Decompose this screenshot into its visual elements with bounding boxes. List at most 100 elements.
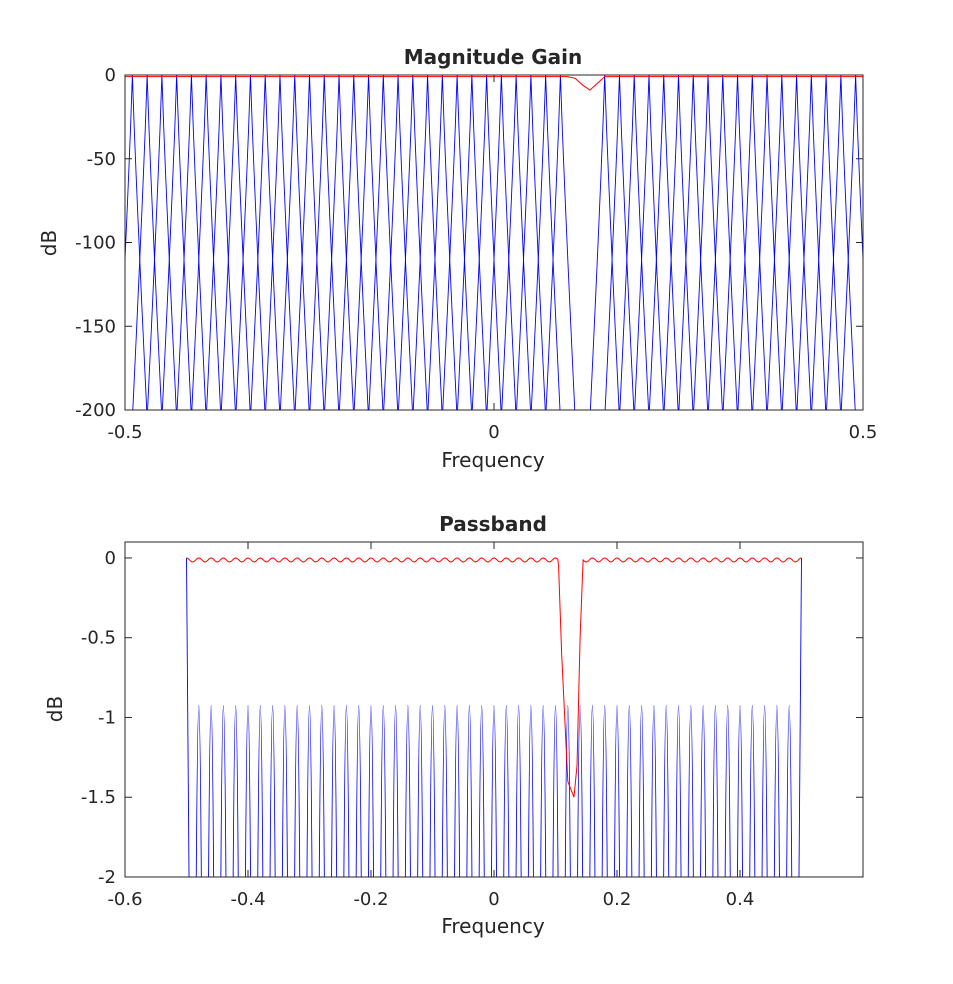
passband-panel: Passband -0.6 -0.4 -0.2 0 0.2 0.40-0.5-1-1.5-… bbox=[43, 512, 864, 938]
series-line bbox=[417, 705, 424, 877]
series-line bbox=[589, 705, 596, 877]
series-line bbox=[250, 75, 281, 410]
series-line bbox=[634, 75, 664, 410]
series-line bbox=[761, 705, 768, 877]
series-line bbox=[601, 705, 608, 877]
series-line bbox=[191, 75, 221, 410]
series-line bbox=[208, 705, 215, 877]
series-line bbox=[786, 705, 793, 877]
y-tick-label: -50 bbox=[87, 149, 116, 170]
x-tick-label: 0 bbox=[488, 422, 499, 443]
series-line bbox=[663, 705, 670, 877]
y-tick-label: -0.5 bbox=[81, 628, 116, 649]
series-line bbox=[235, 75, 266, 410]
series-line bbox=[368, 705, 374, 877]
series-line bbox=[441, 705, 448, 877]
y-tick-label: -150 bbox=[75, 316, 116, 337]
y-axis-label: dB bbox=[37, 230, 61, 256]
series-line bbox=[501, 75, 531, 410]
y-tick-label: 0 bbox=[105, 548, 116, 569]
series-line bbox=[687, 705, 694, 877]
x-axis-label: Frequency bbox=[441, 448, 544, 472]
series-line bbox=[619, 75, 650, 410]
series-line bbox=[265, 75, 295, 410]
series-line bbox=[306, 705, 313, 877]
series-line bbox=[626, 705, 633, 877]
series-line bbox=[429, 705, 436, 877]
series-line bbox=[700, 705, 707, 877]
series-line bbox=[331, 705, 338, 877]
series-line bbox=[515, 705, 522, 877]
axes: -0.5 0 0.5 0 -50 -100 -150 -200 bbox=[75, 65, 877, 443]
series-line bbox=[368, 75, 399, 410]
series-line bbox=[353, 75, 384, 410]
series-line bbox=[147, 75, 177, 410]
series-line bbox=[457, 75, 487, 410]
series-line bbox=[577, 705, 584, 877]
series-line bbox=[195, 705, 202, 877]
x-tick-label: 0 bbox=[488, 889, 499, 910]
magnitude-gain-panel: Magnitude Gain -0.5 0 0.50-50-100-150-200 … bbox=[37, 45, 877, 472]
series-line bbox=[398, 75, 428, 410]
series-line bbox=[564, 705, 571, 877]
series-line bbox=[392, 705, 399, 877]
series-line bbox=[767, 75, 797, 410]
x-tick-label: 0.5 bbox=[849, 422, 878, 443]
series-line bbox=[678, 75, 709, 410]
y-tick-label: -1 bbox=[98, 707, 116, 728]
series-line bbox=[722, 75, 753, 410]
series-line bbox=[737, 705, 743, 877]
series-line bbox=[796, 75, 827, 410]
series-line bbox=[232, 705, 239, 877]
axes: -0.6 -0.4 -0.2 0 0.2 0.4 0 -0.5 -1 -1.5 -2 bbox=[81, 541, 864, 910]
series-line bbox=[486, 75, 517, 410]
chart-title: Passband bbox=[439, 512, 547, 536]
series-line bbox=[269, 705, 276, 877]
series-line bbox=[724, 705, 731, 877]
series-line bbox=[454, 705, 461, 877]
series-line bbox=[427, 75, 458, 410]
series-line bbox=[186, 557, 802, 798]
series-line bbox=[798, 557, 802, 877]
y-axis-label: dB bbox=[43, 696, 67, 722]
series-line bbox=[811, 75, 841, 410]
series-line bbox=[281, 705, 288, 877]
series-line bbox=[471, 75, 502, 410]
y-tick-label: 0 bbox=[105, 65, 116, 86]
series-line bbox=[540, 705, 547, 877]
x-tick-label: -0.2 bbox=[353, 889, 388, 910]
series-line bbox=[638, 705, 645, 877]
plot-area bbox=[186, 557, 802, 877]
series-line bbox=[220, 75, 251, 410]
series-line bbox=[707, 75, 738, 410]
series-line bbox=[527, 705, 534, 877]
series-line bbox=[503, 705, 510, 877]
series-line bbox=[294, 705, 301, 877]
series-line bbox=[675, 705, 682, 877]
series-line bbox=[125, 75, 148, 410]
x-tick-label: -0.4 bbox=[230, 889, 265, 910]
series-line bbox=[552, 705, 559, 877]
x-tick-label: 0.4 bbox=[726, 889, 755, 910]
series-line bbox=[324, 75, 354, 410]
series-line bbox=[412, 75, 443, 410]
series-line bbox=[132, 75, 162, 410]
series-line bbox=[663, 75, 694, 410]
series-line bbox=[279, 75, 310, 410]
series-line bbox=[516, 75, 546, 410]
series-line bbox=[257, 705, 264, 877]
x-tick-label: -0.5 bbox=[107, 422, 142, 443]
series-line bbox=[737, 75, 768, 410]
series-line bbox=[614, 705, 620, 877]
series-line bbox=[478, 705, 485, 877]
series-line bbox=[442, 75, 472, 410]
y-tick-label: -100 bbox=[75, 233, 116, 254]
series-line bbox=[466, 705, 473, 877]
series-line bbox=[840, 75, 863, 410]
y-tick-label: -200 bbox=[75, 400, 116, 421]
series-line bbox=[530, 75, 561, 410]
series-line bbox=[826, 75, 856, 410]
series-line bbox=[712, 705, 719, 877]
